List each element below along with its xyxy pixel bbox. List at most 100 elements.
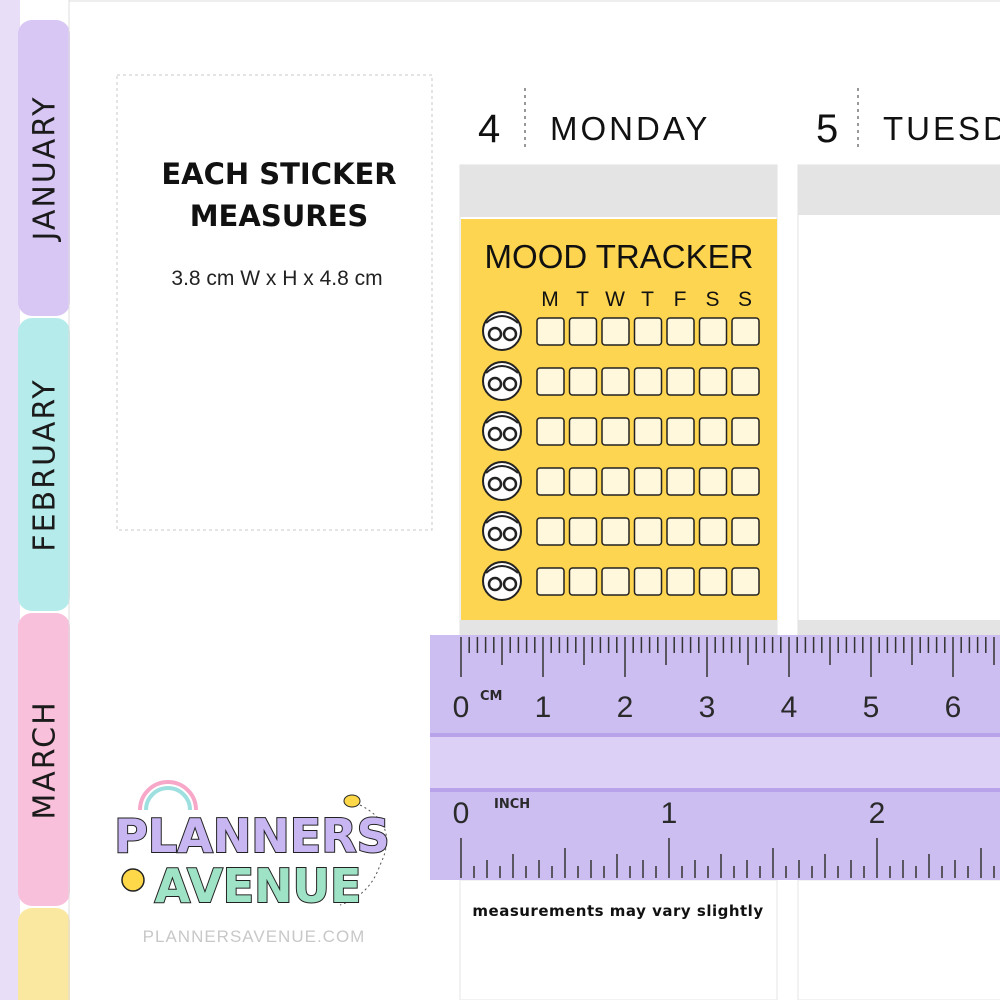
sticker-title: MOOD TRACKER <box>485 238 754 275</box>
info-title: MEASURES <box>190 199 369 233</box>
glasses <box>487 376 503 392</box>
hair <box>485 465 519 474</box>
column-band <box>798 165 1000 215</box>
mood-box <box>601 567 630 596</box>
weekday: S <box>738 288 752 311</box>
mood-box <box>568 467 598 496</box>
mood-box <box>536 317 565 346</box>
mood-box <box>698 517 728 546</box>
tab-january[interactable] <box>18 20 70 316</box>
mood-box <box>666 367 695 396</box>
mood-box <box>633 467 663 496</box>
mood-box <box>731 567 760 596</box>
cm-label: 5 <box>863 691 880 724</box>
tab-march[interactable] <box>18 613 70 906</box>
mood-box <box>536 517 565 546</box>
mood-box <box>666 517 695 546</box>
glasses <box>487 576 503 592</box>
hair <box>485 315 519 324</box>
mood-box <box>536 367 565 396</box>
hair <box>485 365 519 374</box>
logo-url: PLANNERSAVENUE.COM <box>143 927 366 946</box>
mood-box <box>698 367 728 396</box>
day-number: 4 <box>478 107 500 151</box>
cm-label: 0 <box>453 691 470 724</box>
tuesday-column-bottom <box>797 879 1000 1000</box>
mood-box <box>536 417 565 446</box>
day-number: 5 <box>816 107 838 151</box>
hair <box>485 515 519 524</box>
bee <box>343 794 361 808</box>
sun <box>121 868 145 892</box>
tab-april[interactable] <box>18 908 70 1000</box>
rainbow <box>138 780 198 811</box>
mood-box <box>666 417 695 446</box>
mood-box <box>601 517 630 546</box>
inch-label: 1 <box>661 797 678 830</box>
mood-box <box>601 467 630 496</box>
mood-box <box>633 417 663 446</box>
ruler-band <box>430 735 1000 790</box>
cm-unit: CM <box>480 689 502 704</box>
mood-box <box>698 317 728 346</box>
weekday: F <box>674 288 687 311</box>
weekday: T <box>641 288 654 311</box>
mood-box <box>731 367 760 396</box>
mood-box <box>601 417 630 446</box>
mood-box <box>666 567 695 596</box>
mood-box <box>633 317 663 346</box>
mood-box <box>568 367 598 396</box>
glasses <box>487 476 503 492</box>
mood-box <box>633 367 663 396</box>
logo-line2: AVENUE <box>155 859 362 913</box>
tab-label[interactable]: JANUARY <box>28 95 63 242</box>
cm-label: 6 <box>945 691 962 724</box>
mood-box <box>568 567 598 596</box>
mood-box <box>731 517 760 546</box>
cm-label: 2 <box>617 691 634 724</box>
glasses <box>502 476 518 492</box>
cm-label: 3 <box>699 691 716 724</box>
mood-box <box>698 567 728 596</box>
column-band <box>798 620 1000 635</box>
glasses <box>487 526 503 542</box>
tab-label[interactable]: MARCH <box>28 700 63 819</box>
glasses <box>502 526 518 542</box>
tab-february[interactable] <box>18 318 70 611</box>
glasses <box>502 376 518 392</box>
inch-label: 2 <box>869 797 886 830</box>
weekday: W <box>605 288 625 311</box>
weekday: M <box>541 288 559 311</box>
inch-unit: INCH <box>494 797 530 812</box>
weekday: T <box>576 288 589 311</box>
edge <box>0 0 20 1000</box>
mood-box <box>731 467 760 496</box>
mood-box <box>568 317 598 346</box>
tuesday-column <box>797 164 1000 636</box>
glasses <box>502 576 518 592</box>
mood-box <box>536 567 565 596</box>
info-size: 3.8 cm W x H x 4.8 cm <box>171 267 382 290</box>
column-band <box>460 620 777 635</box>
mood-box <box>666 467 695 496</box>
cm-label: 1 <box>535 691 552 724</box>
mood-box <box>731 317 760 346</box>
bee-trail <box>339 804 388 906</box>
mood-box <box>536 467 565 496</box>
mood-box <box>633 567 663 596</box>
mood-box <box>601 367 630 396</box>
info-box <box>116 74 433 531</box>
day-name: MONDAY <box>550 110 710 147</box>
mood-box <box>601 317 630 346</box>
hair <box>485 415 519 424</box>
rainbow <box>144 786 192 811</box>
column-band <box>460 165 777 217</box>
glasses <box>487 426 503 442</box>
tab-label[interactable]: FEBRUARY <box>28 378 63 551</box>
monday-column-bottom <box>459 879 778 1000</box>
day-name: TUESD <box>883 110 1000 147</box>
info-title: EACH STICKER <box>161 157 396 191</box>
weekday: S <box>705 288 719 311</box>
logo-line1: PLANNERS <box>114 809 390 863</box>
